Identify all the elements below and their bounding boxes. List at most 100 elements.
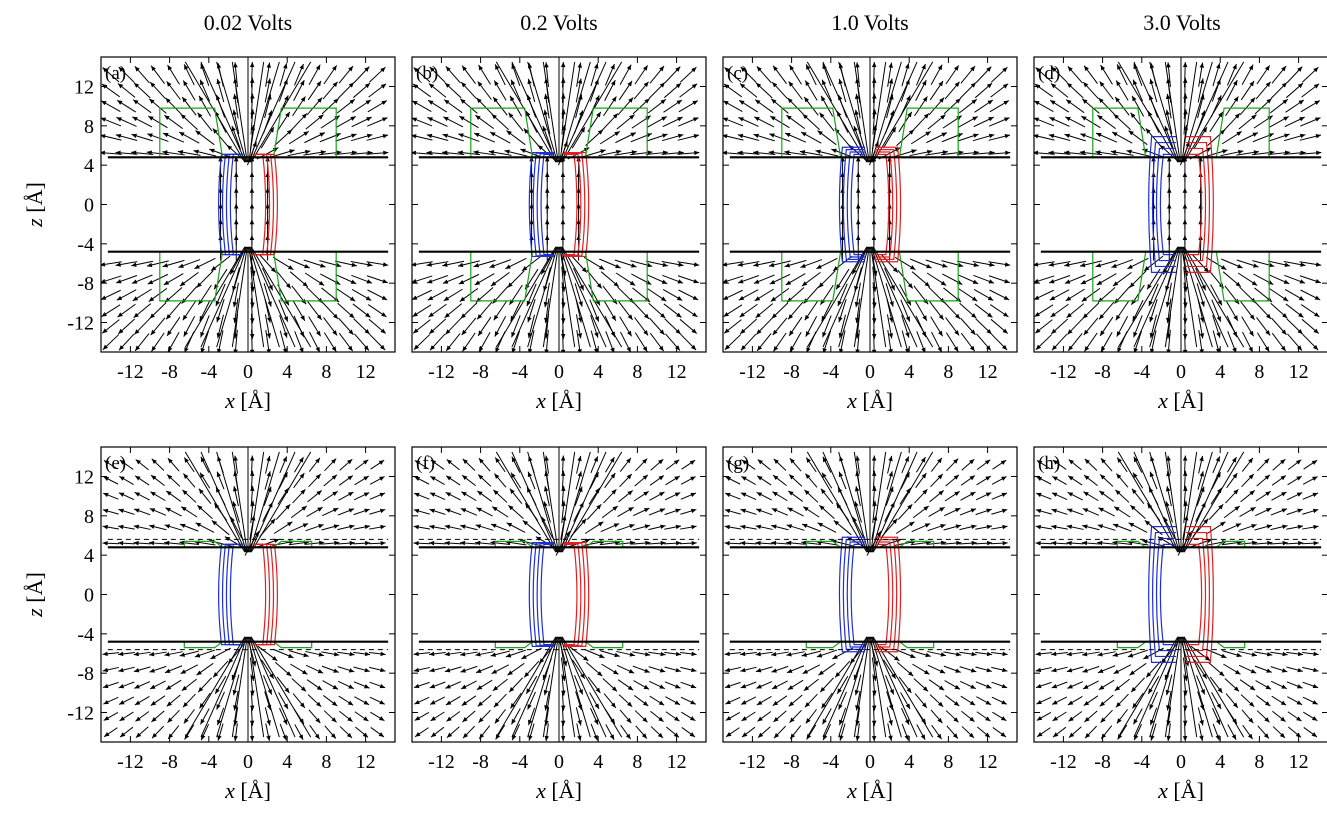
arrow-head (1166, 234, 1172, 240)
arrow-head (476, 98, 482, 104)
arrow-head (678, 150, 684, 156)
contour-right (1185, 526, 1214, 663)
arrow-head (350, 279, 357, 284)
arrow-head (561, 286, 566, 292)
arrow-head (102, 508, 109, 514)
central-arrow (250, 636, 312, 738)
arrow-head (217, 735, 222, 741)
x-tick-label: -12 (739, 361, 766, 383)
arrow-head (937, 64, 943, 71)
x-axis-unit: [Å] (1168, 388, 1204, 413)
panel-label: (h) (1038, 453, 1060, 474)
arrow-head (288, 653, 294, 658)
arrow-head (786, 540, 792, 546)
arrow-head (985, 476, 991, 481)
arrow-head (167, 65, 173, 71)
central-arrow (200, 246, 247, 348)
arrow-head (347, 475, 353, 481)
arrow-head (505, 653, 512, 658)
arrow-head (560, 219, 566, 225)
arrow-head (1049, 117, 1055, 122)
arrow-head (476, 668, 482, 673)
arrow-head (474, 280, 481, 285)
panel-b: -12 -8 -4 0 4 8 12(b)x [Å] (411, 56, 707, 413)
arrow-head (1280, 475, 1286, 481)
arrow-head (774, 733, 780, 739)
arrow-head (938, 490, 944, 496)
central-arrow (231, 636, 248, 738)
arrow-head (1264, 346, 1270, 352)
arrow-head (1129, 282, 1135, 288)
arrow-head (231, 125, 236, 132)
arrow-head (348, 329, 354, 335)
arrow-head (804, 702, 811, 708)
arrow-head (659, 492, 665, 497)
arrow-head (1149, 348, 1155, 352)
arrow-head (117, 100, 123, 105)
x-tick-label: 12 (667, 361, 687, 383)
arrow-head (316, 490, 322, 496)
arrow-head (985, 345, 991, 351)
arrow-head (198, 686, 204, 693)
arrow-head (1182, 234, 1188, 240)
arrow-head (460, 651, 466, 657)
arrow-head (428, 312, 434, 318)
arrow-head (165, 507, 171, 513)
arrow-head (529, 187, 534, 193)
arrow-head (478, 458, 484, 464)
arrow-head (196, 282, 202, 288)
arrow-head (1266, 98, 1272, 104)
arrow-head (200, 456, 206, 463)
arrow-head (414, 683, 420, 689)
arrow-head (971, 313, 977, 319)
arrow-head (1112, 281, 1119, 287)
arrow-head (754, 116, 760, 122)
arrow-head (659, 82, 665, 88)
x-tick-label: -4 (1133, 751, 1150, 773)
arrow-head (1099, 490, 1105, 496)
arrow-head (266, 455, 271, 462)
central-arrow (1182, 246, 1213, 348)
arrow-head (179, 132, 185, 137)
arrow-head (1316, 150, 1322, 156)
arrow-head (336, 150, 342, 155)
arrow-head (1296, 684, 1303, 689)
arrow-head (1299, 117, 1305, 122)
arrow-head (179, 281, 186, 287)
x-tick-label: 8 (321, 751, 331, 773)
central-arrow (511, 246, 558, 348)
central-arrow (561, 451, 623, 553)
arrow-head (643, 313, 650, 319)
arrow-head (577, 78, 583, 84)
arrow-head (166, 701, 173, 707)
central-arrow (511, 61, 558, 163)
arrow-head (1130, 112, 1136, 119)
arrow-head (723, 278, 728, 284)
central-arrow (216, 451, 247, 553)
arrow-head (284, 487, 289, 494)
central-arrow (1182, 636, 1213, 738)
y-tick-label: -8 (77, 273, 94, 295)
arrow-head (1001, 700, 1007, 705)
arrow-head (332, 684, 339, 690)
arrow-head (642, 458, 648, 464)
arrow-head (957, 262, 964, 268)
contour-right (874, 536, 902, 653)
contours (183, 540, 313, 649)
arrow-head (364, 508, 370, 513)
arrow-head (920, 457, 926, 463)
arrow-head (1051, 651, 1057, 657)
arrow-head (527, 348, 533, 352)
arrow-head (184, 347, 189, 352)
arrow-head (1149, 704, 1154, 710)
arrow-head (304, 263, 310, 269)
arrow-head (561, 318, 566, 324)
arrow-head (1284, 150, 1291, 155)
arrow-head (1083, 329, 1089, 336)
arrow-head (250, 485, 255, 492)
arrow-head (1116, 80, 1121, 86)
central-arrow (184, 636, 246, 738)
arrow-head (676, 296, 683, 301)
arrow-head (1034, 100, 1040, 106)
arrow-head (921, 347, 926, 352)
